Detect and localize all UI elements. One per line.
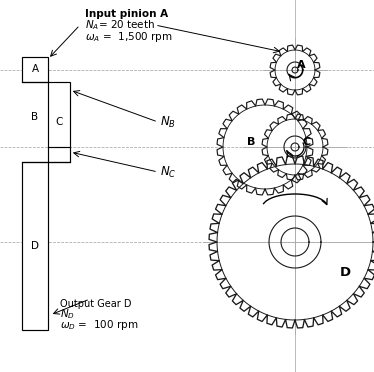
Text: $\omega_D$ =  100 rpm: $\omega_D$ = 100 rpm [60,318,138,332]
Text: D: D [340,266,350,279]
Text: C: C [55,117,63,127]
Text: $N_D$: $N_D$ [60,307,75,321]
Text: Input pinion A: Input pinion A [85,9,168,19]
Bar [22,162,48,330]
Text: B: B [31,112,39,122]
Text: A: A [31,64,39,74]
Text: Output Gear D: Output Gear D [60,299,132,309]
Text: $\omega_A$ =  1,500 rpm: $\omega_A$ = 1,500 rpm [85,30,173,44]
Text: $N_B$: $N_B$ [160,115,176,129]
Text: C: C [303,137,311,147]
Bar [48,82,70,162]
Text: B: B [247,137,255,147]
Bar [22,57,48,82]
Text: $N_C$: $N_C$ [160,164,177,180]
Text: D: D [31,241,39,251]
Text: A: A [297,60,305,70]
Text: $N_A$= 20 teeth: $N_A$= 20 teeth [85,18,155,32]
